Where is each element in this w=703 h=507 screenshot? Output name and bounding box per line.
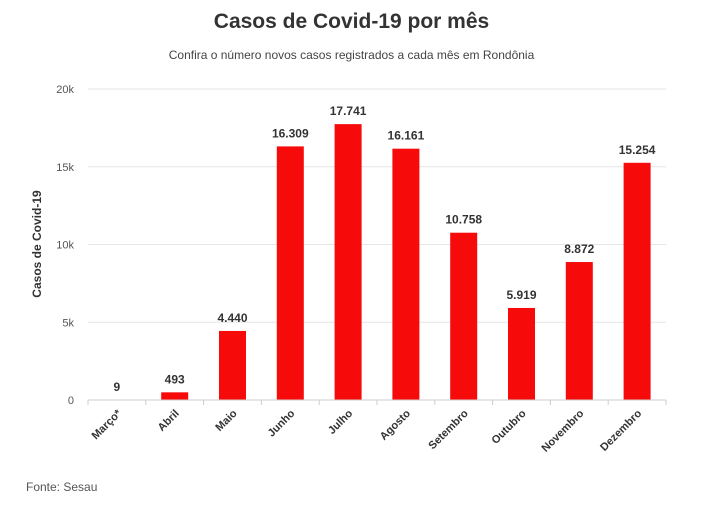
x-tick-label: Junho bbox=[266, 407, 298, 439]
y-axis: 0 5k 10k 15k 20k bbox=[56, 84, 74, 407]
y-tick-label: 15k bbox=[56, 162, 74, 174]
source-note: Fonte: Sesau bbox=[26, 480, 98, 494]
x-tick-label: Novembro bbox=[539, 407, 586, 454]
y-tick-label: 20k bbox=[56, 84, 74, 96]
bar bbox=[161, 392, 189, 400]
y-tick-label: 5k bbox=[62, 317, 74, 329]
bar bbox=[334, 124, 362, 401]
chart-subtitle: Confira o número novos casos registrados… bbox=[168, 48, 535, 62]
x-axis: Março* Abril Maio Junho Julho Agosto Setembro O… bbox=[87, 399, 667, 455]
bar bbox=[392, 148, 420, 400]
data-label: 9 bbox=[114, 380, 121, 394]
data-label: 16.309 bbox=[272, 126, 309, 140]
bars bbox=[103, 124, 651, 401]
data-label: 15.254 bbox=[619, 143, 656, 157]
data-label: 16.161 bbox=[388, 129, 425, 143]
bar bbox=[276, 146, 304, 400]
y-tick-label: 10k bbox=[56, 240, 74, 252]
x-tick-label: Março* bbox=[90, 407, 125, 442]
x-tick-label: Dezembro bbox=[598, 407, 644, 453]
data-label: 5.919 bbox=[506, 288, 536, 302]
x-tick-label: Setembro bbox=[426, 407, 471, 452]
bar bbox=[219, 330, 246, 400]
data-label: 17.741 bbox=[330, 104, 367, 118]
bar bbox=[565, 262, 593, 400]
data-label: 493 bbox=[165, 372, 185, 386]
data-label: 4.440 bbox=[217, 311, 247, 325]
data-labels: 9 493 4.440 16.309 17.741 16.161 10.758 5.919 8.… bbox=[114, 104, 656, 394]
y-tick-label: 0 bbox=[68, 395, 74, 407]
y-axis-title: Casos de Covid-19 bbox=[30, 190, 44, 298]
data-label: 8.872 bbox=[564, 242, 594, 256]
chart-title: Casos de Covid-19 por mês bbox=[213, 10, 490, 33]
x-tick-label: Maio bbox=[213, 407, 239, 433]
x-tick-label: Agosto bbox=[378, 407, 413, 442]
bar bbox=[450, 232, 478, 400]
x-tick-label: Abril bbox=[156, 408, 182, 434]
bar bbox=[623, 162, 651, 400]
x-tick-label: Outubro bbox=[489, 407, 528, 446]
x-tick-label: Julho bbox=[326, 407, 355, 436]
bar bbox=[508, 307, 535, 400]
data-label: 10.758 bbox=[445, 213, 482, 227]
